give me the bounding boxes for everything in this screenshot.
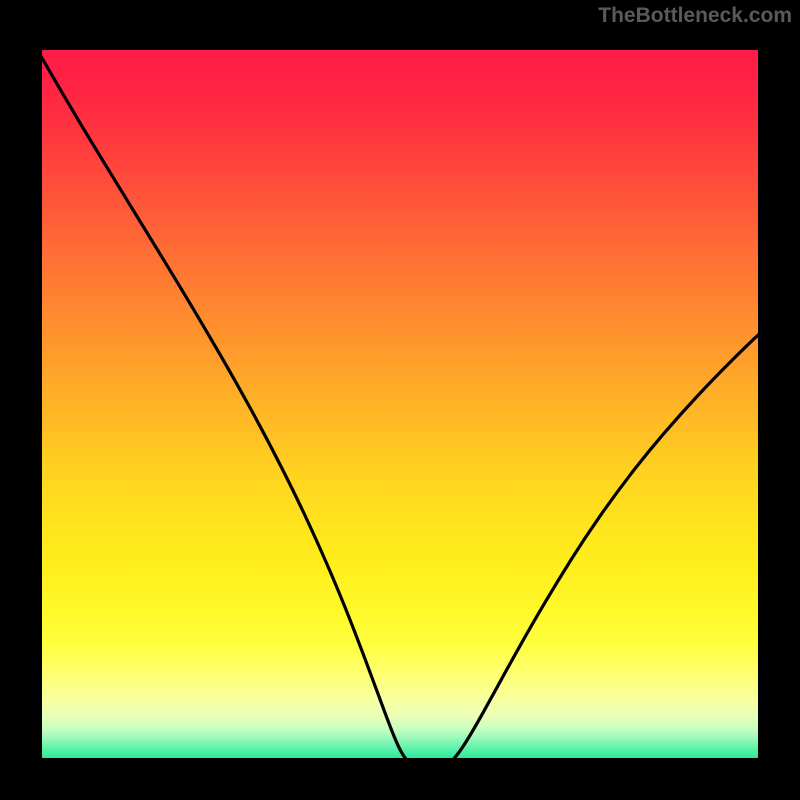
chart-background — [31, 39, 769, 769]
chart-container: TheBottleneck.com — [0, 0, 800, 800]
bottleneck-chart — [0, 0, 800, 800]
watermark-label: TheBottleneck.com — [598, 4, 792, 28]
frame-margin — [0, 0, 20, 800]
frame-margin — [0, 780, 800, 800]
frame-margin — [780, 0, 800, 800]
